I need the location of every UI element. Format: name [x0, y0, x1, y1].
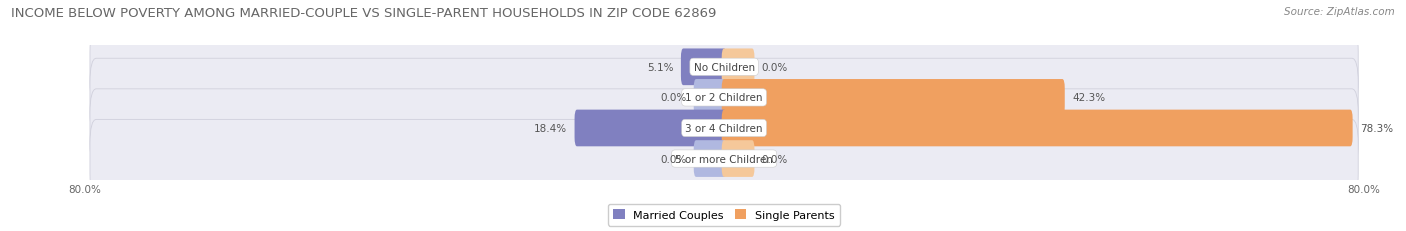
Text: 0.0%: 0.0% — [661, 154, 686, 164]
Text: 78.3%: 78.3% — [1360, 123, 1393, 133]
FancyBboxPatch shape — [681, 49, 727, 86]
Text: 3 or 4 Children: 3 or 4 Children — [685, 123, 763, 133]
FancyBboxPatch shape — [721, 141, 755, 177]
Text: 5.1%: 5.1% — [647, 63, 673, 73]
Text: 0.0%: 0.0% — [762, 154, 787, 164]
Text: 1 or 2 Children: 1 or 2 Children — [685, 93, 763, 103]
FancyBboxPatch shape — [721, 80, 1064, 116]
Text: 18.4%: 18.4% — [534, 123, 568, 133]
FancyBboxPatch shape — [693, 141, 727, 177]
Text: 0.0%: 0.0% — [661, 93, 686, 103]
Text: No Children: No Children — [693, 63, 755, 73]
FancyBboxPatch shape — [721, 110, 1353, 147]
FancyBboxPatch shape — [575, 110, 727, 147]
Text: 0.0%: 0.0% — [762, 63, 787, 73]
FancyBboxPatch shape — [693, 80, 727, 116]
FancyBboxPatch shape — [90, 120, 1358, 198]
FancyBboxPatch shape — [90, 89, 1358, 167]
Text: INCOME BELOW POVERTY AMONG MARRIED-COUPLE VS SINGLE-PARENT HOUSEHOLDS IN ZIP COD: INCOME BELOW POVERTY AMONG MARRIED-COUPL… — [11, 7, 717, 20]
Text: 42.3%: 42.3% — [1071, 93, 1105, 103]
FancyBboxPatch shape — [721, 49, 755, 86]
Text: Source: ZipAtlas.com: Source: ZipAtlas.com — [1284, 7, 1395, 17]
Legend: Married Couples, Single Parents: Married Couples, Single Parents — [607, 204, 841, 225]
FancyBboxPatch shape — [90, 59, 1358, 137]
FancyBboxPatch shape — [90, 29, 1358, 106]
Text: 5 or more Children: 5 or more Children — [675, 154, 773, 164]
